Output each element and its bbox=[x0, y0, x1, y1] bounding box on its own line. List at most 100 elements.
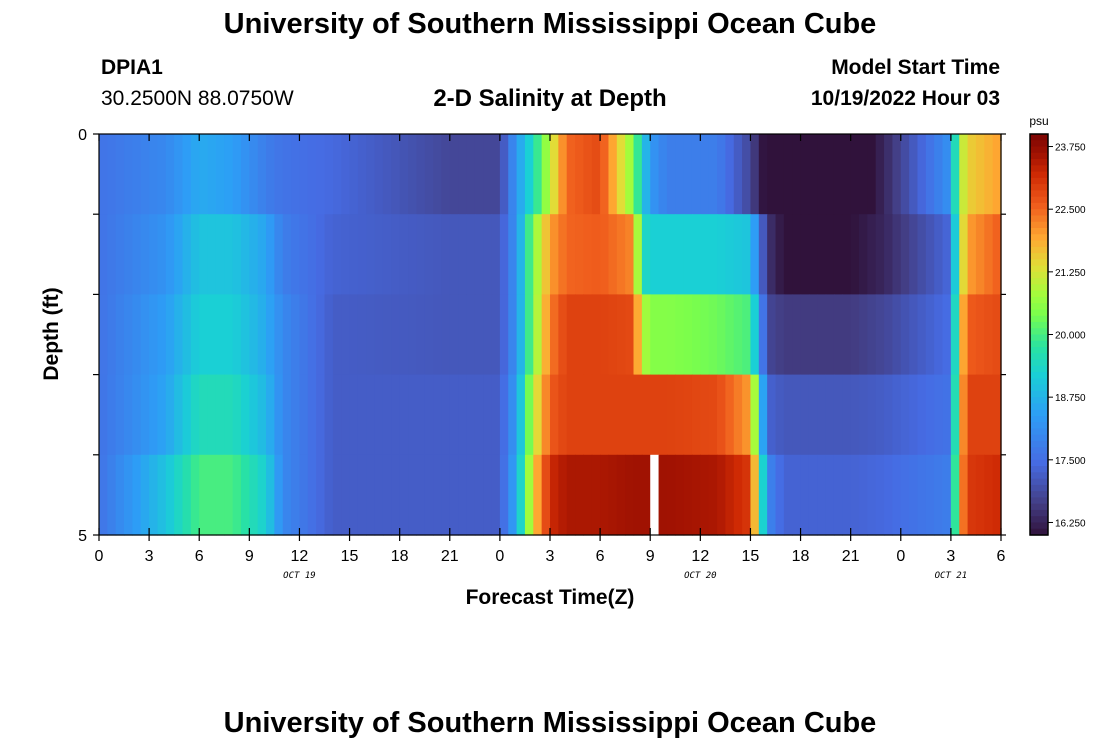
heatmap-cell bbox=[975, 214, 985, 295]
heatmap-cell bbox=[157, 214, 167, 295]
heatmap-cell bbox=[792, 454, 802, 536]
heatmap-cell bbox=[299, 374, 309, 456]
heatmap-cell bbox=[625, 374, 635, 456]
heatmap-cell bbox=[374, 294, 384, 376]
heatmap-cell bbox=[808, 374, 818, 456]
heatmap-cell bbox=[441, 134, 451, 215]
colorbar-segment bbox=[1030, 196, 1048, 204]
heatmap-cell bbox=[491, 134, 501, 215]
x-tick-label: 12 bbox=[691, 548, 709, 565]
colorbar-segment bbox=[1030, 315, 1048, 323]
heatmap-cell bbox=[767, 134, 777, 215]
heatmap-cell bbox=[984, 134, 994, 215]
colorbar-segment bbox=[1030, 296, 1048, 304]
heatmap-cell bbox=[140, 454, 150, 536]
heatmap-cell bbox=[441, 294, 451, 376]
heatmap-cell bbox=[792, 214, 802, 295]
heatmap-cell bbox=[199, 294, 209, 376]
colorbar-segment bbox=[1030, 422, 1048, 430]
bottom-title: University of Southern Mississippi Ocean… bbox=[223, 707, 877, 739]
heatmap-cell bbox=[399, 454, 409, 536]
heatmap-cell bbox=[458, 214, 468, 295]
heatmap-cell bbox=[182, 454, 192, 536]
heatmap-cell bbox=[650, 134, 660, 215]
heatmap-cell bbox=[875, 454, 885, 536]
heatmap-cell bbox=[165, 214, 175, 295]
heatmap-cell bbox=[99, 374, 108, 456]
heatmap-cell bbox=[566, 214, 576, 295]
heatmap-cell bbox=[917, 294, 927, 376]
colorbar-segment bbox=[1030, 472, 1048, 480]
heatmap-cell bbox=[742, 294, 752, 376]
heatmap-cell bbox=[307, 214, 317, 295]
colorbar-segment bbox=[1030, 409, 1048, 417]
heatmap-cell bbox=[984, 294, 994, 376]
heatmap-cell bbox=[107, 294, 117, 376]
heatmap-cell bbox=[199, 374, 209, 456]
heatmap-cell bbox=[282, 374, 292, 456]
heatmap-cell bbox=[124, 294, 134, 376]
heatmap-cell bbox=[792, 374, 802, 456]
heatmap-cell bbox=[775, 454, 785, 536]
heatmap-cell bbox=[950, 454, 960, 536]
x-tick-label: 6 bbox=[997, 548, 1006, 565]
heatmap-cell bbox=[499, 294, 509, 376]
heatmap-cell bbox=[366, 294, 376, 376]
colorbar-tick-label: 18.750 bbox=[1055, 393, 1086, 404]
heatmap-cell bbox=[992, 454, 1002, 536]
heatmap-cell bbox=[575, 214, 585, 295]
heatmap-cell bbox=[783, 454, 793, 536]
heatmap-cell bbox=[666, 374, 676, 456]
heatmap-cell bbox=[842, 454, 852, 536]
heatmap-cell bbox=[332, 134, 342, 215]
heatmap-cell bbox=[282, 454, 292, 536]
heatmap-cell bbox=[282, 294, 292, 376]
heatmap-cell bbox=[608, 374, 618, 456]
heatmap-cell bbox=[299, 294, 309, 376]
heatmap-cell bbox=[324, 454, 334, 536]
colorbar-tick-label: 16.250 bbox=[1055, 518, 1086, 529]
heatmap-cell bbox=[825, 134, 835, 215]
heatmap-cell bbox=[182, 214, 192, 295]
heatmap-cell bbox=[174, 454, 184, 536]
heatmap-cell bbox=[274, 374, 284, 456]
heatmap-cell bbox=[725, 214, 735, 295]
heatmap-cell bbox=[499, 454, 509, 536]
heatmap-cell bbox=[474, 214, 484, 295]
heatmap-cell bbox=[691, 454, 701, 536]
x-tick-label: 0 bbox=[896, 548, 905, 565]
date-label: OCT 20 bbox=[684, 571, 717, 581]
heatmap-cell bbox=[967, 454, 977, 536]
heatmap-cell bbox=[817, 374, 827, 456]
plot-title: 2-D Salinity at Depth bbox=[433, 85, 667, 112]
heatmap-cell bbox=[366, 454, 376, 536]
heatmap-cell bbox=[658, 214, 668, 295]
heatmap-cell bbox=[399, 214, 409, 295]
heatmap-cell bbox=[658, 454, 668, 536]
heatmap-cell bbox=[717, 214, 726, 295]
heatmap-cell bbox=[683, 454, 693, 536]
heatmap-cell bbox=[99, 454, 108, 536]
heatmap-cell bbox=[641, 374, 651, 456]
heatmap-cell bbox=[266, 134, 275, 215]
heatmap-cell bbox=[115, 294, 125, 376]
heatmap-cell bbox=[524, 454, 534, 536]
heatmap-cell bbox=[441, 454, 451, 536]
heatmap-cell bbox=[516, 374, 526, 456]
heatmap-cell bbox=[633, 454, 643, 536]
heatmap-cell bbox=[190, 294, 200, 376]
heatmap-cell bbox=[107, 134, 117, 215]
colorbar-segment bbox=[1030, 152, 1048, 160]
heatmap-cell bbox=[424, 134, 434, 215]
heatmap-cell bbox=[558, 214, 568, 295]
heatmap-cell bbox=[666, 294, 676, 376]
heatmap-cell bbox=[341, 374, 351, 456]
heatmap-cell bbox=[299, 134, 309, 215]
heatmap-cell bbox=[817, 454, 827, 536]
heatmap-cell bbox=[483, 134, 493, 215]
heatmap-cell bbox=[750, 454, 760, 536]
heatmap-cell bbox=[808, 294, 818, 376]
colorbar-segment bbox=[1030, 384, 1048, 392]
heatmap-cell bbox=[374, 374, 384, 456]
heatmap-cell bbox=[950, 294, 960, 376]
